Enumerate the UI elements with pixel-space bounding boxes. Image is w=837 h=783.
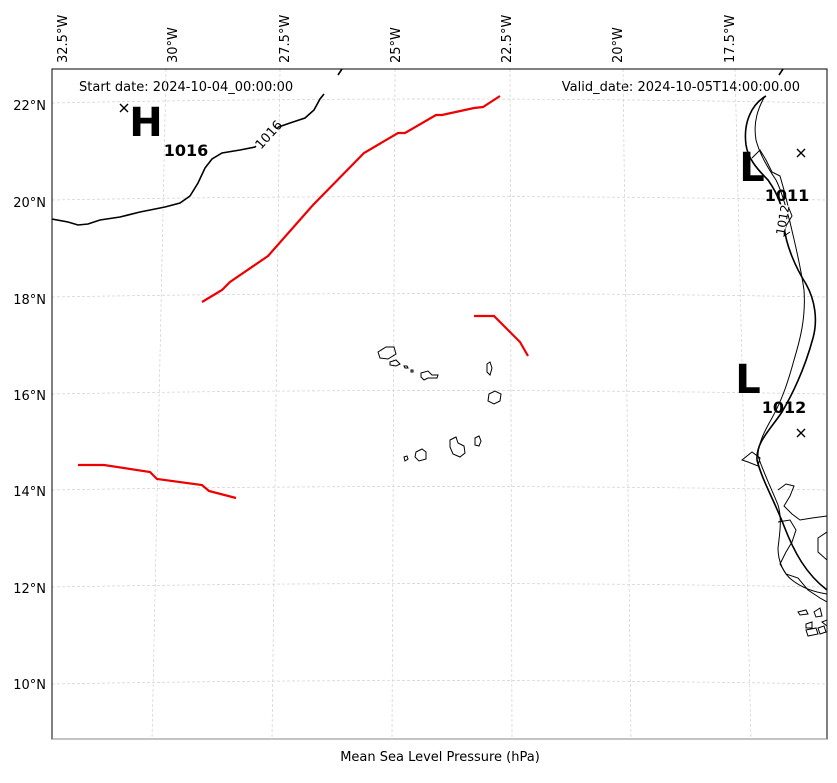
- x-marker: [796, 148, 806, 158]
- fronts: [78, 95, 529, 500]
- front-line-1: [201, 95, 501, 303]
- isobar-fragment: [778, 69, 784, 76]
- high-pressure-value: 1016: [164, 141, 209, 160]
- island-santa-luzia: [403, 365, 409, 369]
- island-santo-antao: [377, 346, 397, 360]
- x-marker: [119, 103, 129, 113]
- meridian-line: [622, 69, 632, 739]
- lon-tick-labels: 32.5°W 30°W 27.5°W 25°W 22.5°W 20°W 17.5…: [56, 15, 738, 63]
- coastline-detail: [740, 451, 761, 467]
- isobar-label-bg: [247, 113, 282, 149]
- front-line-3: [78, 463, 237, 500]
- isobar-label: 1012: [773, 204, 792, 237]
- island-sao-nicolau: [420, 370, 439, 381]
- isobar-1012: [744, 95, 827, 591]
- high-pressure-letter: H: [129, 100, 162, 146]
- parallel-line: [52, 680, 827, 685]
- island-maio: [474, 435, 482, 447]
- meridian-line: [509, 69, 513, 739]
- isobar-1016: [52, 93, 325, 226]
- coastline: [754, 95, 827, 595]
- island-islet: [410, 369, 414, 373]
- bijagos-islands: [797, 607, 827, 637]
- lon-tick: 30°W: [166, 27, 181, 63]
- isobar-fragment: [337, 69, 343, 76]
- lat-tick: 22°N: [13, 99, 46, 114]
- island-santiago: [449, 436, 466, 458]
- map-caption: Mean Sea Level Pressure (hPa): [340, 750, 540, 765]
- lat-tick: 20°N: [13, 196, 46, 211]
- isobar-label-bg: [773, 203, 790, 232]
- parallel-line: [52, 390, 827, 395]
- island-boa-vista: [487, 390, 502, 405]
- lat-tick: 12°N: [13, 582, 46, 597]
- lon-tick: 20°W: [611, 27, 626, 63]
- coastline-detail: [777, 519, 827, 603]
- low-pressure-value: 1011: [765, 186, 810, 205]
- island-sal: [486, 361, 493, 376]
- start-date-label: Start date: 2024-10-04_00:00:00: [79, 80, 293, 95]
- lon-tick: 25°W: [389, 27, 404, 63]
- front-line-2: [474, 314, 529, 357]
- lon-tick: 22.5°W: [500, 15, 515, 63]
- low-pressure-letter: L: [735, 357, 761, 403]
- lat-tick-labels: 22°N 20°N 18°N 16°N 14°N 12°N 10°N: [13, 99, 46, 693]
- island-brava: [403, 455, 409, 462]
- map-frame: [51, 68, 828, 740]
- x-marker: [796, 428, 806, 438]
- meridian-line: [391, 69, 396, 739]
- parallel-line: [52, 583, 827, 588]
- parallel-line: [52, 196, 827, 201]
- meridian-line: [734, 69, 752, 739]
- meridian-line: [151, 69, 167, 739]
- lon-tick: 27.5°W: [278, 15, 293, 63]
- meridian-line: [271, 69, 281, 739]
- lat-tick: 14°N: [13, 485, 46, 500]
- coastline-detail: [817, 531, 827, 561]
- cape-verde-islands: [377, 346, 502, 462]
- parallel-line: [52, 293, 827, 298]
- lon-tick: 32.5°W: [56, 15, 71, 63]
- lon-tick: 17.5°W: [723, 15, 738, 63]
- lat-tick: 10°N: [13, 678, 46, 693]
- low-pressure-letter: L: [739, 145, 765, 191]
- parallel-line: [52, 98, 827, 104]
- graticule: [52, 69, 827, 739]
- valid-date-label: Valid_date: 2024-10-05T14:00:00.00: [562, 80, 800, 95]
- parallel-line: [52, 486, 827, 491]
- lat-tick: 18°N: [13, 293, 46, 308]
- coastline-detail: [777, 483, 827, 521]
- island-sao-vicente: [389, 359, 401, 367]
- island-fogo: [414, 448, 427, 462]
- center-markers: [119, 103, 806, 438]
- low-pressure-value: 1012: [762, 398, 807, 417]
- lat-tick: 16°N: [13, 389, 46, 404]
